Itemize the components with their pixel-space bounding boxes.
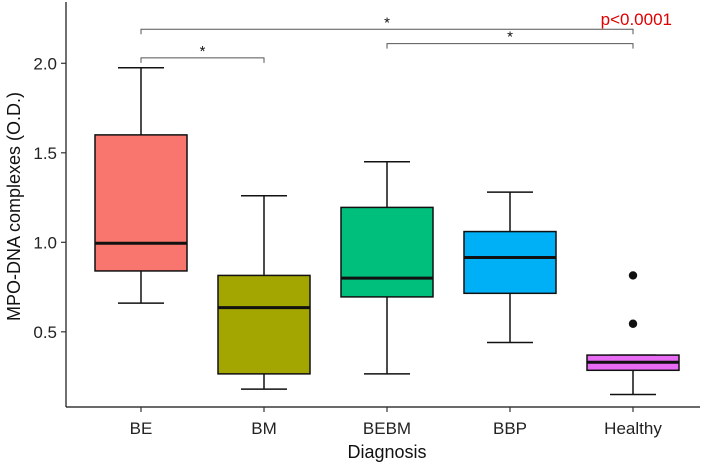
bracket-line xyxy=(140,28,634,35)
outlier-point xyxy=(628,319,638,328)
x-tick-label: BM xyxy=(251,419,277,438)
boxes-group xyxy=(94,67,680,396)
x-axis-title: Diagnosis xyxy=(347,442,426,462)
bracket-line xyxy=(386,43,634,49)
box-body xyxy=(340,206,434,298)
significance-star: * xyxy=(507,29,513,46)
box-bbp xyxy=(463,191,557,344)
box-healthy xyxy=(586,271,680,396)
box-be xyxy=(94,67,188,304)
significance-star: * xyxy=(200,43,206,60)
x-tick-label: BBP xyxy=(493,419,527,438)
axes-group xyxy=(65,2,700,408)
box-bm xyxy=(217,195,311,390)
comparison-bracket: * xyxy=(140,43,265,63)
bracket-line xyxy=(140,57,265,63)
y-tick-label: 2.0 xyxy=(33,54,57,73)
box-body xyxy=(94,134,188,272)
x-tick-label: Healthy xyxy=(604,419,662,438)
comparison-bracket: * xyxy=(140,14,634,35)
outlier-point xyxy=(628,271,638,280)
box-body xyxy=(463,230,557,295)
x-tick-label: BEBM xyxy=(363,419,411,438)
x-ticks-group: BE BM BEBM BBP Healthy xyxy=(130,407,662,438)
y-tick-label: 1.5 xyxy=(33,144,57,163)
p-value-annotation: p<0.0001 xyxy=(601,10,672,29)
y-tick-label: 1.0 xyxy=(33,233,57,252)
x-tick-label: BE xyxy=(130,419,153,438)
comparisons-group: * * * xyxy=(140,14,634,63)
y-tick-label: 0.5 xyxy=(33,323,57,342)
significance-star: * xyxy=(384,14,390,31)
y-axis-title: MPO-DNA complexes (O.D.) xyxy=(4,92,24,321)
comparison-bracket: * xyxy=(386,29,634,49)
box-body xyxy=(217,274,311,375)
y-ticks-group: 0.5 1.0 1.5 2.0 xyxy=(33,54,66,342)
box-bebm xyxy=(340,160,434,375)
